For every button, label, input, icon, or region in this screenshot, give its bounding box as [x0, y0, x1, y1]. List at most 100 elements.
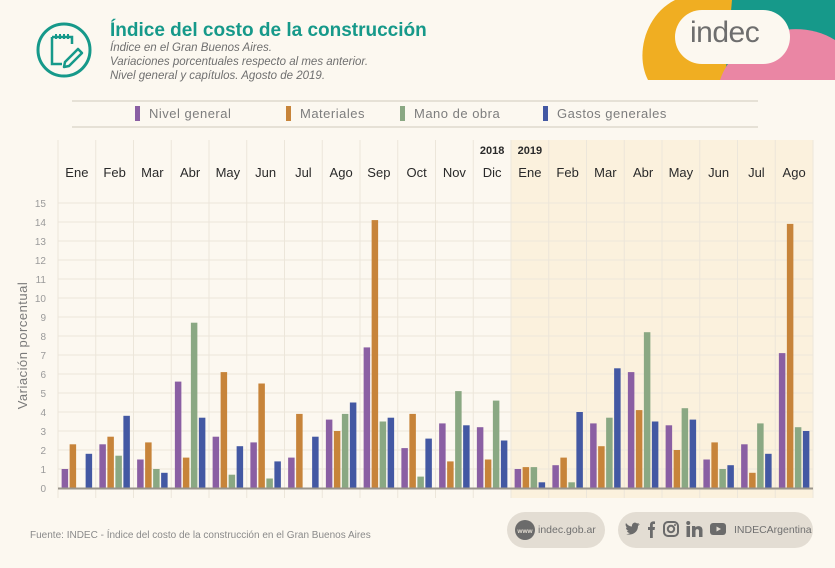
- bar-gastos-generales: [576, 412, 583, 488]
- x-tick-label: Jun: [708, 165, 729, 180]
- bar-gastos-generales: [651, 421, 659, 488]
- x-tick-label: Ago: [783, 165, 806, 180]
- bar-materiales: [484, 459, 492, 488]
- legend-item-mano-de-obra: Mano de obra: [400, 106, 500, 121]
- bar-mano-de-obra: [153, 469, 160, 488]
- subtitle-line-3: Nivel general y capítulos. Agosto de 201…: [110, 70, 326, 82]
- y-tick-label: 7: [40, 351, 46, 362]
- bar-nivel-general: [61, 469, 69, 488]
- linkedin-icon[interactable]: [686, 521, 703, 537]
- bar-gastos-generales: [463, 425, 470, 488]
- bar-materiales: [447, 461, 454, 488]
- bars: [61, 220, 810, 488]
- notepad-pencil-icon: [36, 22, 92, 78]
- bar-nivel-general: [514, 469, 522, 488]
- bar-mano-de-obra: [643, 332, 651, 488]
- twitter-icon[interactable]: [625, 522, 641, 537]
- bar-nivel-general: [99, 444, 106, 488]
- bar-gastos-generales: [689, 419, 697, 488]
- x-tick-label: Jul: [748, 165, 765, 180]
- bar-nivel-general: [212, 436, 220, 488]
- bar-materiales: [220, 372, 228, 488]
- x-tick-label: Jul: [295, 165, 312, 180]
- bar-nivel-general: [250, 442, 257, 488]
- bar-nivel-general: [703, 459, 710, 488]
- bar-nivel-general: [778, 353, 786, 488]
- brand-name: indec: [690, 16, 760, 49]
- bar-gastos-generales: [236, 446, 244, 488]
- bar-materiales: [786, 223, 794, 488]
- y-tick-label: 1: [40, 465, 46, 476]
- grid: [57, 140, 814, 498]
- legend-label: Gastos generales: [557, 106, 667, 121]
- bar-nivel-general: [741, 444, 748, 488]
- bar-gastos-generales: [349, 402, 357, 488]
- bar-mano-de-obra: [115, 455, 122, 488]
- page-title: Índice del costo de la construcción: [110, 20, 427, 41]
- bar-mano-de-obra: [530, 467, 538, 488]
- facebook-icon[interactable]: [647, 521, 657, 538]
- bar-materiales: [107, 436, 114, 488]
- bar-materiales: [333, 431, 341, 488]
- source-note: Fuente: INDEC - Índice del costo de la c…: [30, 530, 371, 541]
- bar-nivel-general: [363, 347, 371, 488]
- y-tick-label: 4: [40, 408, 46, 419]
- bar-mano-de-obra: [719, 469, 726, 488]
- bar-gastos-generales: [727, 465, 734, 488]
- x-tick-label: Sep: [367, 165, 390, 180]
- x-tick-label: Feb: [556, 165, 578, 180]
- y-tick-label: 15: [35, 199, 47, 210]
- x-tick-label: Nov: [443, 165, 467, 180]
- bar-nivel-general: [665, 425, 673, 488]
- y-tick-label: 9: [40, 313, 46, 324]
- bar-gastos-generales: [161, 472, 168, 488]
- svg-text:www: www: [516, 528, 533, 535]
- bar-materiales: [711, 442, 718, 488]
- x-tick-label: Mar: [141, 165, 164, 180]
- bar-materiales: [749, 472, 756, 488]
- youtube-icon[interactable]: [710, 523, 726, 535]
- x-tick-label: Feb: [103, 165, 125, 180]
- y-tick-label: 5: [40, 389, 46, 400]
- bar-nivel-general: [627, 372, 635, 488]
- legend-item-nivel-general: Nivel general: [135, 106, 231, 121]
- bar-mano-de-obra: [794, 427, 802, 488]
- bar-mano-de-obra: [417, 476, 424, 488]
- bar-nivel-general: [401, 448, 408, 488]
- bar-gastos-generales: [614, 368, 621, 488]
- y-tick-label: 2: [40, 446, 46, 457]
- year-label: 2019: [518, 145, 542, 157]
- y-tick-label: 8: [40, 332, 46, 343]
- legend-swatch: [135, 106, 140, 121]
- bar-gastos-generales: [312, 436, 319, 488]
- bar-mano-de-obra: [379, 421, 387, 488]
- year-label: 2018: [480, 145, 504, 157]
- website-link[interactable]: www indec.gob.ar: [507, 512, 605, 548]
- y-tick-label: 6: [40, 370, 46, 381]
- x-tick-label: Ene: [65, 165, 88, 180]
- y-tick-label: 10: [35, 294, 47, 305]
- bar-nivel-general: [325, 419, 333, 488]
- instagram-icon[interactable]: [663, 521, 679, 537]
- bar-materiales: [522, 467, 530, 488]
- y-tick-label: 0: [40, 484, 46, 495]
- bar-materiales: [258, 383, 265, 488]
- legend-swatch: [286, 106, 291, 121]
- chart-legend: Nivel general Materiales Mano de obra Ga…: [72, 100, 758, 128]
- subtitle-line-1: Índice en el Gran Buenos Aires.: [110, 42, 272, 54]
- y-tick-label: 12: [35, 256, 47, 267]
- bar-materiales: [296, 413, 303, 488]
- x-tick-label: Oct: [407, 165, 428, 180]
- bar-gastos-generales: [500, 440, 508, 488]
- x-tick-label: Abr: [180, 165, 201, 180]
- legend-label: Materiales: [300, 106, 365, 121]
- bar-gastos-generales: [274, 461, 281, 488]
- social-handle[interactable]: INDECArgentina: [734, 524, 812, 536]
- social-links: INDECArgentina: [618, 512, 813, 548]
- y-axis-label: Variación porcentual: [15, 282, 30, 410]
- x-tick-label: May: [669, 165, 694, 180]
- header-icon: [34, 20, 94, 85]
- bar-mano-de-obra: [757, 423, 764, 488]
